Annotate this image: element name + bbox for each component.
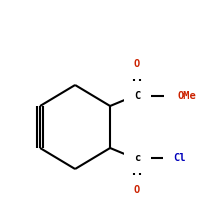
Text: OMe: OMe (178, 91, 196, 101)
Text: O: O (134, 185, 140, 195)
Text: Cl: Cl (174, 153, 186, 163)
Text: O: O (134, 59, 140, 69)
Text: c: c (134, 153, 140, 163)
Text: C: C (134, 91, 140, 101)
